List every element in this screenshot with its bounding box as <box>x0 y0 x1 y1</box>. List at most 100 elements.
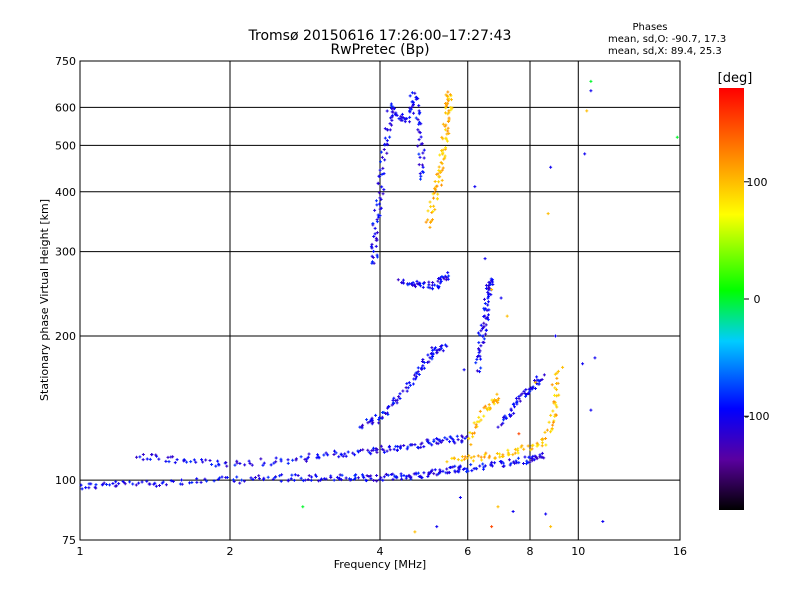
echo-point <box>381 192 385 196</box>
echo-point <box>501 421 505 425</box>
echo-point <box>420 360 424 364</box>
echo-point <box>444 136 448 140</box>
echo-point <box>419 442 423 446</box>
echo-point <box>478 333 482 337</box>
echo-point <box>385 411 389 415</box>
echo-point <box>492 399 496 403</box>
echo-point <box>422 445 426 449</box>
echo-point <box>266 475 270 479</box>
echo-point <box>540 451 544 455</box>
echo-point <box>417 163 421 167</box>
echo-point <box>390 118 394 122</box>
echo-point <box>475 420 479 424</box>
echo-point <box>445 467 449 471</box>
sparse-echo-point <box>533 380 537 384</box>
echo-point <box>446 90 450 94</box>
echo-point <box>317 455 321 459</box>
echo-point <box>387 405 391 409</box>
echo-point <box>498 455 502 459</box>
echo-point <box>391 107 395 111</box>
sparse-echo-point <box>517 432 521 436</box>
echo-point <box>307 474 311 478</box>
echo-point <box>431 352 435 356</box>
echo-point <box>343 452 347 456</box>
echo-point <box>296 473 300 477</box>
echo-point <box>521 461 525 465</box>
echo-point <box>489 463 493 467</box>
echo-point <box>469 443 473 447</box>
echo-point <box>456 438 460 442</box>
echo-point <box>436 438 440 442</box>
echo-point <box>375 231 379 235</box>
echo-point <box>446 129 450 133</box>
echo-point <box>376 181 380 185</box>
echo-point <box>153 481 157 485</box>
echo-point <box>405 382 409 386</box>
echo-point <box>523 455 527 459</box>
echo-point <box>501 464 505 468</box>
sparse-echo-point <box>589 408 593 412</box>
echo-point <box>379 160 383 164</box>
echo-point <box>299 455 303 459</box>
echo-point <box>307 452 311 456</box>
echo-point <box>441 439 445 443</box>
echo-point <box>483 302 487 306</box>
echo-point <box>527 455 531 459</box>
echo-point <box>487 308 491 312</box>
echo-point <box>406 445 410 449</box>
echo-point <box>484 451 488 455</box>
echo-point <box>458 465 462 469</box>
echo-point <box>431 355 435 359</box>
echo-point <box>385 151 389 155</box>
echo-point <box>374 199 378 203</box>
echo-point <box>417 104 421 108</box>
echo-point <box>441 469 445 473</box>
echo-point <box>108 483 112 487</box>
echo-point <box>427 280 431 284</box>
echo-point <box>489 293 493 297</box>
echo-point <box>348 478 352 482</box>
echo-point <box>484 283 488 287</box>
echo-point <box>447 111 451 115</box>
echo-point <box>391 477 395 481</box>
echo-point <box>416 144 420 148</box>
echo-point <box>356 449 360 453</box>
echo-point <box>280 473 284 477</box>
x-tick-label: 16 <box>673 545 687 558</box>
echo-point <box>388 128 392 132</box>
echo-point <box>551 420 555 424</box>
echo-point <box>306 455 310 459</box>
echo-point <box>426 438 430 442</box>
echo-point <box>486 300 490 304</box>
echo-point <box>553 393 557 397</box>
echo-point <box>389 104 393 108</box>
echo-point <box>204 458 208 462</box>
x-tick-label: 1 <box>77 545 84 558</box>
echo-point <box>439 279 443 283</box>
echo-point <box>477 351 481 355</box>
echo-point <box>460 455 464 459</box>
echo-point <box>274 456 278 460</box>
echo-point <box>420 366 424 370</box>
sparse-echo-point <box>505 314 509 318</box>
echo-point <box>482 465 486 469</box>
echo-point <box>479 329 483 333</box>
echo-point <box>414 472 418 476</box>
echo-point <box>212 479 216 483</box>
echo-point <box>536 378 540 382</box>
echo-point <box>433 208 437 212</box>
echo-point <box>399 114 403 118</box>
echo-point <box>411 100 415 104</box>
echo-point <box>469 456 473 460</box>
echo-point <box>290 473 294 477</box>
echo-point <box>432 196 436 200</box>
echo-point <box>535 375 539 379</box>
echo-point <box>398 445 402 449</box>
echo-point <box>408 110 412 114</box>
echo-point <box>437 277 441 281</box>
echo-point <box>337 476 341 480</box>
x-tick-label: 6 <box>464 545 471 558</box>
echo-point <box>475 357 479 361</box>
echo-point <box>440 274 444 278</box>
echo-point <box>243 463 247 467</box>
